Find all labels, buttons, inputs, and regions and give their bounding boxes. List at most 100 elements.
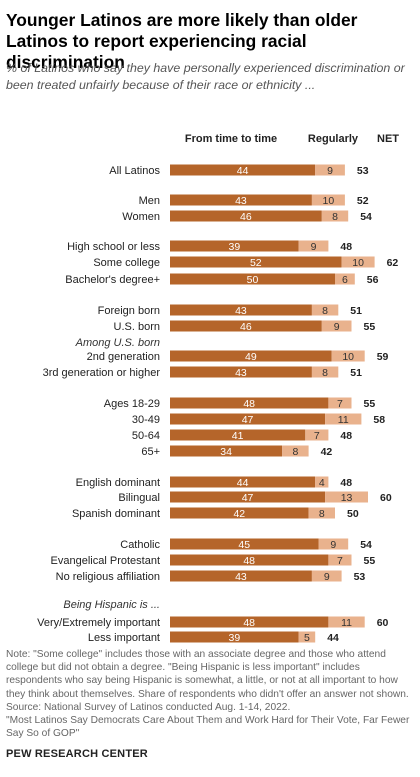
row-label: 3rd generation or higher: [43, 367, 161, 379]
bar-regularly: [311, 366, 339, 378]
bar-from-time-to-time: [170, 413, 326, 425]
value-label-net: 56: [367, 274, 379, 286]
bar-regularly: [331, 350, 365, 362]
value-label-from-time-to-time: 50: [247, 274, 259, 286]
value-label-regularly: 11: [338, 414, 349, 426]
row-label: 65+: [141, 446, 160, 458]
row-label: Some college: [93, 257, 160, 269]
bar-regularly: [311, 194, 345, 206]
legend-net: NET: [377, 133, 399, 145]
value-label-from-time-to-time: 47: [242, 492, 254, 504]
row-label: 30-49: [132, 414, 160, 426]
chart-title: Younger Latinos are more likely than old…: [6, 10, 358, 72]
bar-from-time-to-time: [170, 366, 312, 378]
row-label: Bilingual: [118, 492, 160, 504]
value-label-regularly: 6: [342, 274, 348, 286]
bar-from-time-to-time: [170, 491, 326, 503]
group-header: Among U.S. born: [75, 337, 160, 349]
bar-from-time-to-time: [170, 445, 283, 457]
value-label-net: 55: [364, 398, 376, 410]
value-label-from-time-to-time: 48: [243, 555, 255, 567]
value-label-regularly: 9: [311, 241, 317, 253]
value-label-net: 55: [364, 321, 376, 333]
value-label-regularly: 9: [324, 571, 330, 583]
bar-regularly: [311, 570, 342, 582]
value-label-from-time-to-time: 46: [240, 321, 252, 333]
value-label-regularly: 11: [341, 617, 352, 629]
row-label: U.S. born: [114, 321, 160, 333]
value-label-net: 60: [380, 492, 392, 504]
bar-regularly: [315, 476, 329, 488]
group-header: Being Hispanic is ...: [63, 599, 160, 611]
row-label: 50-64: [132, 430, 160, 442]
value-label-regularly: 8: [322, 367, 328, 379]
row-label: Catholic: [120, 539, 160, 551]
value-label-net: 50: [347, 508, 359, 520]
legend-regularly: Regularly: [308, 133, 359, 145]
bar-regularly: [318, 538, 349, 550]
value-label-net: 48: [340, 430, 352, 442]
source-text: Source: National Survey of Latinos condu…: [6, 701, 291, 713]
value-label-regularly: 9: [327, 165, 333, 177]
bar-from-time-to-time: [170, 273, 335, 285]
value-label-net: 58: [373, 414, 385, 426]
value-label-net: 62: [387, 257, 399, 269]
value-label-from-time-to-time: 42: [233, 508, 245, 520]
value-label-from-time-to-time: 39: [229, 632, 241, 644]
value-label-from-time-to-time: 44: [237, 165, 249, 177]
value-label-from-time-to-time: 41: [232, 430, 244, 442]
value-label-net: 51: [350, 367, 362, 379]
value-label-net: 51: [350, 305, 362, 317]
value-label-from-time-to-time: 44: [237, 477, 249, 489]
value-label-regularly: 8: [322, 305, 328, 317]
bar-from-time-to-time: [170, 429, 306, 441]
bar-regularly: [335, 273, 355, 285]
legend-from-time-to-time: From time to time: [185, 133, 277, 145]
chart-subtitle: % of Latinos who say they have personall…: [6, 61, 405, 92]
row-label: Ages 18-29: [104, 398, 160, 410]
bar-regularly: [311, 304, 339, 316]
value-label-regularly: 10: [323, 195, 335, 207]
value-label-regularly: 7: [337, 555, 343, 567]
chart-notes: Note: "Some college" includes those with…: [6, 648, 414, 740]
bar-from-time-to-time: [170, 194, 312, 206]
stacked-bar-chart: From time to time Regularly NET All Latinos…: [37, 133, 399, 644]
value-label-net: 54: [360, 539, 372, 551]
bar-from-time-to-time: [170, 570, 312, 582]
bar-from-time-to-time: [170, 350, 332, 362]
bar-from-time-to-time: [170, 616, 329, 628]
value-label-regularly: 8: [319, 508, 325, 520]
bar-from-time-to-time: [170, 554, 329, 566]
row-label: Very/Extremely important: [37, 617, 160, 629]
bar-regularly: [341, 256, 375, 268]
value-label-regularly: 10: [342, 351, 354, 363]
value-label-from-time-to-time: 43: [235, 367, 247, 379]
value-label-regularly: 10: [352, 257, 364, 269]
value-label-from-time-to-time: 46: [240, 211, 252, 223]
value-label-from-time-to-time: 52: [250, 257, 262, 269]
value-label-regularly: 9: [334, 321, 340, 333]
bar-regularly: [328, 397, 352, 409]
value-label-net: 59: [377, 351, 389, 363]
bar-from-time-to-time: [170, 256, 342, 268]
value-label-regularly: 7: [337, 398, 343, 410]
value-label-regularly: 9: [330, 539, 336, 551]
value-label-from-time-to-time: 39: [229, 241, 241, 253]
bar-regularly: [305, 429, 329, 441]
value-label-net: 48: [340, 241, 352, 253]
bar-regularly: [298, 631, 316, 643]
row-label: Spanish dominant: [72, 508, 160, 520]
value-label-from-time-to-time: 48: [243, 398, 255, 410]
value-label-net: 53: [357, 165, 369, 177]
bar-regularly: [298, 240, 329, 252]
value-label-from-time-to-time: 49: [245, 351, 257, 363]
row-label: English dominant: [76, 477, 160, 489]
bar-from-time-to-time: [170, 631, 299, 643]
row-label: 2nd generation: [87, 351, 160, 363]
value-label-from-time-to-time: 45: [238, 539, 250, 551]
row-label: High school or less: [67, 241, 160, 253]
value-label-from-time-to-time: 47: [242, 414, 254, 426]
row-label: Bachelor's degree+: [65, 274, 160, 286]
note-text: Note: "Some college" includes those with…: [6, 649, 409, 700]
value-label-regularly: 7: [314, 430, 320, 442]
